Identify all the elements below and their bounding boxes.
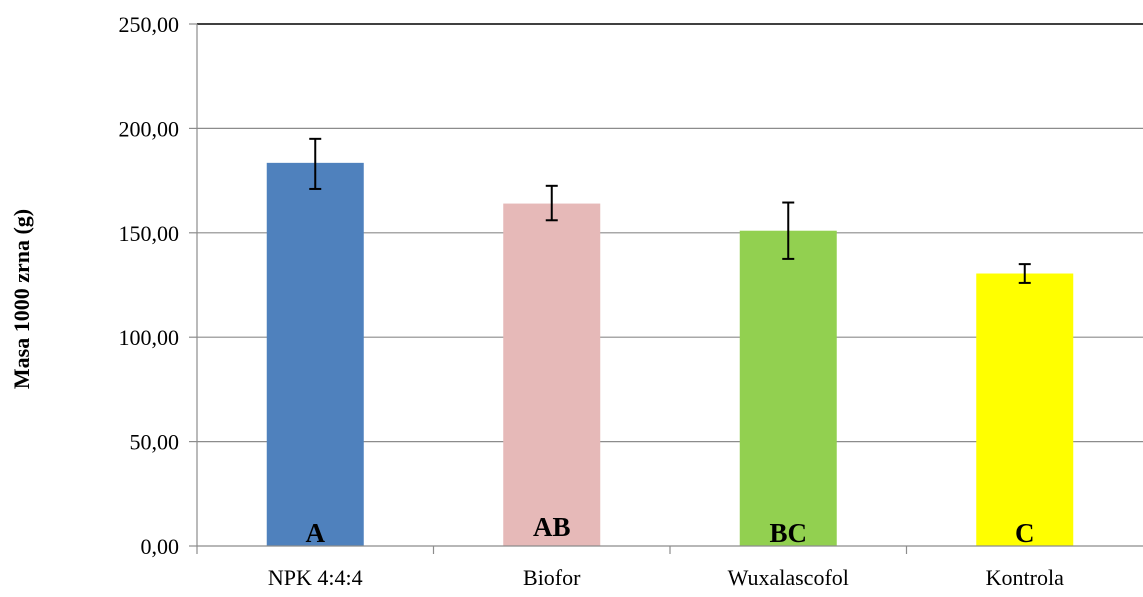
x-tick-label: Kontrola — [986, 565, 1064, 590]
bar-kontrola — [976, 273, 1074, 546]
bar-significance-label: AB — [533, 512, 571, 542]
y-tick-label: 150,00 — [119, 221, 180, 246]
bar-wuxalascofol — [739, 230, 837, 546]
y-tick-label: 100,00 — [119, 325, 180, 350]
x-tick-label: Biofor — [523, 565, 581, 590]
bar-significance-label: C — [1015, 518, 1035, 548]
axes — [189, 23, 1143, 554]
x-tick-label: Wuxalascofol — [728, 565, 849, 590]
bars — [266, 162, 1074, 547]
y-tick-label: 0,00 — [141, 534, 180, 559]
y-axis-title: Masa 1000 zrna (g) — [9, 209, 34, 389]
error-bars — [309, 137, 1031, 284]
bar-npk-4-4-4 — [266, 162, 364, 547]
bar-biofor — [503, 203, 601, 546]
y-tick-label: 200,00 — [119, 116, 180, 141]
bar-significance-label: BC — [769, 518, 807, 548]
y-tick-label: 250,00 — [119, 12, 180, 37]
bar-significance-label: A — [306, 518, 326, 548]
x-tick-label: NPK 4:4:4 — [268, 565, 363, 590]
y-tick-label: 50,00 — [130, 430, 180, 455]
labels: 0,00 50,00 100,00 150,00 200,00 250,00 A NPK 4:… — [119, 12, 1065, 590]
